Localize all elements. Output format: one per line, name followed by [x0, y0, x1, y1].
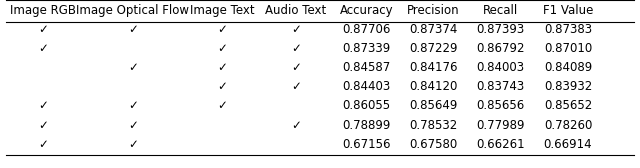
Text: 0.78532: 0.78532	[410, 119, 458, 132]
Text: 0.87706: 0.87706	[342, 23, 390, 36]
Text: 0.87374: 0.87374	[410, 23, 458, 36]
Text: 0.87383: 0.87383	[544, 23, 592, 36]
Text: 0.84089: 0.84089	[544, 61, 592, 74]
Text: 0.66914: 0.66914	[544, 138, 592, 151]
Text: 0.84176: 0.84176	[410, 61, 458, 74]
Text: ✓: ✓	[38, 138, 48, 151]
Text: 0.84403: 0.84403	[342, 80, 390, 93]
Text: ✓: ✓	[38, 42, 48, 55]
Text: Accuracy: Accuracy	[340, 4, 393, 17]
Text: ✓: ✓	[218, 80, 227, 93]
Text: 0.85656: 0.85656	[477, 99, 525, 112]
Text: 0.66261: 0.66261	[477, 138, 525, 151]
Text: ✓: ✓	[128, 138, 138, 151]
Text: ✓: ✓	[38, 23, 48, 36]
Text: 0.87010: 0.87010	[544, 42, 592, 55]
Text: ✓: ✓	[38, 119, 48, 132]
Text: 0.78899: 0.78899	[342, 119, 390, 132]
Text: 0.67580: 0.67580	[410, 138, 458, 151]
Text: 0.84587: 0.84587	[342, 61, 390, 74]
Text: 0.86055: 0.86055	[342, 99, 390, 112]
Text: 0.84003: 0.84003	[477, 61, 525, 74]
Text: ✓: ✓	[128, 61, 138, 74]
Text: ✓: ✓	[128, 119, 138, 132]
Text: ✓: ✓	[218, 23, 227, 36]
Text: ✓: ✓	[218, 61, 227, 74]
Text: 0.86792: 0.86792	[477, 42, 525, 55]
Text: 0.78260: 0.78260	[544, 119, 592, 132]
Text: Image Text: Image Text	[190, 4, 255, 17]
Text: ✓: ✓	[218, 42, 227, 55]
Text: ✓: ✓	[38, 99, 48, 112]
Text: 0.87393: 0.87393	[477, 23, 525, 36]
Text: 0.84120: 0.84120	[410, 80, 458, 93]
Text: ✓: ✓	[128, 99, 138, 112]
Text: Precision: Precision	[407, 4, 460, 17]
Text: ✓: ✓	[291, 23, 301, 36]
Text: 0.85649: 0.85649	[410, 99, 458, 112]
Text: 0.67156: 0.67156	[342, 138, 390, 151]
Text: Recall: Recall	[483, 4, 518, 17]
Text: Audio Text: Audio Text	[266, 4, 326, 17]
Text: 0.87229: 0.87229	[410, 42, 458, 55]
Text: 0.87339: 0.87339	[342, 42, 390, 55]
Text: ✓: ✓	[128, 23, 138, 36]
Text: Image Optical Flow: Image Optical Flow	[76, 4, 189, 17]
Text: ✓: ✓	[291, 61, 301, 74]
Text: 0.83743: 0.83743	[477, 80, 525, 93]
Text: 0.85652: 0.85652	[544, 99, 592, 112]
Text: 0.77989: 0.77989	[477, 119, 525, 132]
Text: F1 Value: F1 Value	[543, 4, 593, 17]
Text: ✓: ✓	[218, 99, 227, 112]
Text: ✓: ✓	[291, 42, 301, 55]
Text: ✓: ✓	[291, 119, 301, 132]
Text: ✓: ✓	[291, 80, 301, 93]
Text: 0.83932: 0.83932	[544, 80, 592, 93]
Text: Image RGB: Image RGB	[10, 4, 76, 17]
